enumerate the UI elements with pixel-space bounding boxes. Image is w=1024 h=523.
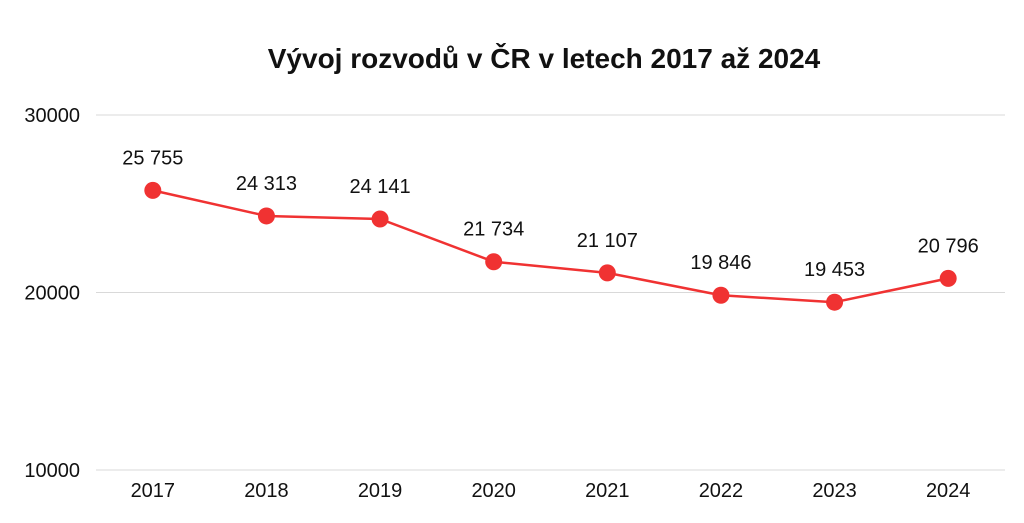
- series-line-layer: [152, 189, 949, 304]
- x-tick-label: 2023: [812, 480, 857, 502]
- x-tick-label: 2020: [471, 480, 516, 502]
- y-tick-label: 30000: [24, 105, 80, 127]
- data-label-2018: 24 313: [236, 173, 297, 195]
- x-tick-label: 2018: [244, 480, 289, 502]
- x-axis-ticks: 2017 2018 2019 2020 2021 2022 2023 2024: [131, 480, 971, 502]
- gridlines: [96, 114, 1005, 471]
- data-point-2019: [371, 210, 389, 228]
- y-tick-label: 20000: [24, 283, 80, 305]
- data-point-2020: [485, 253, 503, 271]
- y-tick-label: 10000: [24, 460, 80, 482]
- data-label-2024: 20 796: [918, 235, 979, 257]
- x-tick-label: 2022: [699, 480, 744, 502]
- x-tick-label: 2017: [131, 480, 176, 502]
- data-point-2022: [712, 286, 730, 304]
- chart-title: Vývoj rozvodů v ČR v letech 2017 až 2024: [268, 42, 821, 74]
- x-tick-label: 2024: [926, 480, 971, 502]
- data-points: [144, 181, 957, 311]
- data-label-2019: 24 141: [349, 176, 410, 198]
- data-label-2021: 21 107: [577, 230, 638, 252]
- data-labels: 25 755 24 313 24 141 21 734 21 107 19 846 19 4…: [122, 147, 979, 281]
- x-tick-label: 2019: [358, 480, 403, 502]
- data-label-2023: 19 453: [804, 259, 865, 281]
- data-point-2023: [826, 293, 844, 311]
- x-tick-label: 2021: [585, 480, 630, 502]
- data-label-2022: 19 846: [690, 252, 751, 274]
- data-point-2021: [598, 264, 616, 282]
- data-point-2018: [257, 207, 275, 225]
- data-label-2020: 21 734: [463, 219, 524, 241]
- series-line: [152, 189, 949, 304]
- y-axis-ticks: 10000 20000 30000: [24, 105, 80, 482]
- data-point-2024: [939, 269, 957, 287]
- data-point-2017: [144, 181, 162, 199]
- data-label-2017: 25 755: [122, 147, 183, 169]
